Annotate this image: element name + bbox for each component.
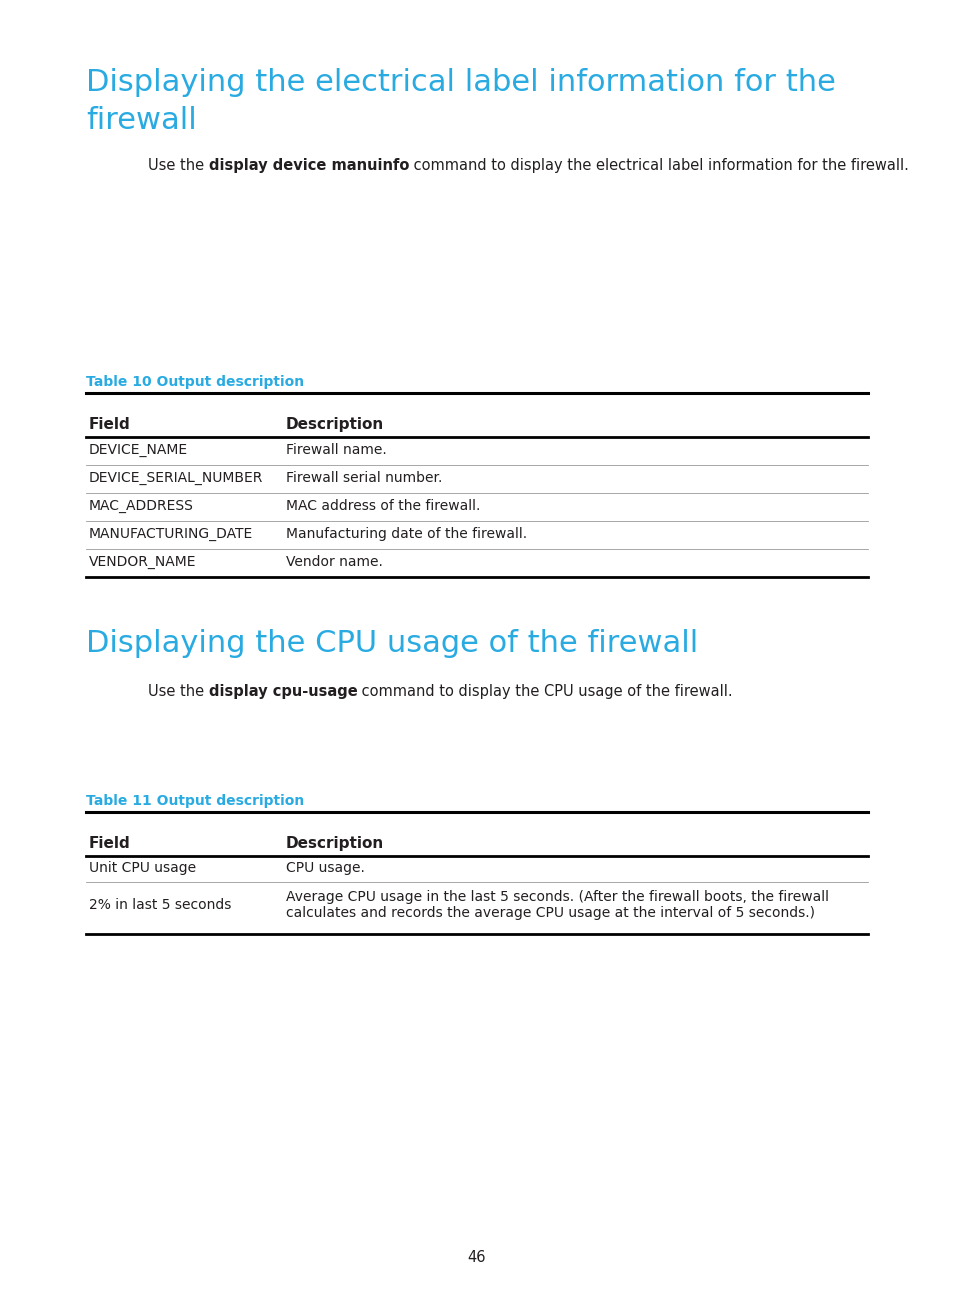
Text: command to display the electrical label information for the firewall.: command to display the electrical label …: [409, 158, 908, 172]
Text: MAC address of the firewall.: MAC address of the firewall.: [286, 499, 480, 513]
Text: command to display the CPU usage of the firewall.: command to display the CPU usage of the …: [357, 684, 732, 699]
Text: display device manuinfo: display device manuinfo: [209, 158, 409, 172]
Text: VENDOR_NAME: VENDOR_NAME: [89, 555, 196, 569]
Text: CPU usage.: CPU usage.: [286, 861, 364, 875]
Text: Average CPU usage in the last 5 seconds. (After the firewall boots, the firewall: Average CPU usage in the last 5 seconds.…: [286, 890, 828, 920]
Text: 2% in last 5 seconds: 2% in last 5 seconds: [89, 898, 232, 912]
Text: Vendor name.: Vendor name.: [286, 555, 382, 569]
Text: Table 11 Output description: Table 11 Output description: [86, 794, 304, 807]
Text: Field: Field: [89, 836, 131, 851]
Text: Firewall serial number.: Firewall serial number.: [286, 470, 442, 485]
Text: Manufacturing date of the firewall.: Manufacturing date of the firewall.: [286, 526, 527, 540]
Text: Use the: Use the: [148, 684, 209, 699]
Text: Unit CPU usage: Unit CPU usage: [89, 861, 196, 875]
Text: MAC_ADDRESS: MAC_ADDRESS: [89, 499, 193, 513]
Text: Description: Description: [286, 417, 384, 432]
Text: Firewall name.: Firewall name.: [286, 443, 386, 456]
Text: Description: Description: [286, 836, 384, 851]
Text: Use the: Use the: [148, 158, 209, 172]
Text: Field: Field: [89, 417, 131, 432]
Text: DEVICE_NAME: DEVICE_NAME: [89, 443, 188, 456]
Text: 46: 46: [467, 1251, 486, 1265]
Text: firewall: firewall: [86, 106, 196, 135]
Text: display cpu-usage: display cpu-usage: [209, 684, 357, 699]
Text: MANUFACTURING_DATE: MANUFACTURING_DATE: [89, 526, 253, 540]
Text: Displaying the CPU usage of the firewall: Displaying the CPU usage of the firewall: [86, 629, 698, 658]
Text: Table 10 Output description: Table 10 Output description: [86, 375, 304, 389]
Text: DEVICE_SERIAL_NUMBER: DEVICE_SERIAL_NUMBER: [89, 470, 263, 485]
Text: Displaying the electrical label information for the: Displaying the electrical label informat…: [86, 67, 835, 97]
